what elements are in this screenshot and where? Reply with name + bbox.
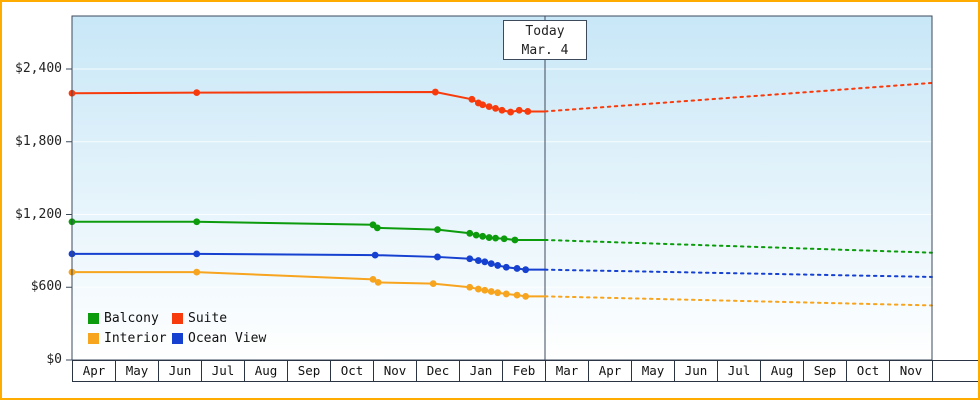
data-point[interactable] — [472, 231, 480, 239]
data-point[interactable] — [487, 260, 495, 268]
series-balcony — [68, 218, 933, 254]
month-label: Sep — [804, 361, 847, 381]
y-tick-label: $600 — [30, 279, 62, 294]
data-point[interactable] — [481, 286, 489, 294]
legend-item-balcony: Balcony — [88, 310, 172, 326]
data-point[interactable] — [434, 226, 441, 234]
month-label: Apr — [73, 361, 116, 381]
series-interior — [68, 268, 933, 307]
forecast-line — [544, 268, 933, 278]
forecast-line — [544, 295, 933, 307]
y-tick-label: $1,800 — [15, 134, 62, 149]
month-label: Feb — [503, 361, 546, 381]
data-point[interactable] — [474, 285, 482, 293]
data-point[interactable] — [492, 234, 499, 242]
data-point[interactable] — [507, 108, 514, 116]
data-point[interactable] — [494, 262, 502, 269]
data-point[interactable] — [193, 89, 201, 97]
month-label: May — [116, 361, 159, 381]
data-point[interactable] — [429, 280, 437, 288]
legend-label-ocean-view: Ocean View — [188, 330, 267, 346]
series-suite — [68, 81, 933, 116]
suite-color-swatch — [172, 312, 183, 324]
month-label: Mar — [546, 361, 589, 381]
data-point[interactable] — [466, 283, 474, 291]
month-label: Oct — [847, 361, 890, 381]
today-label: Today — [525, 24, 565, 39]
forecast-line — [544, 81, 933, 113]
data-point[interactable] — [498, 106, 506, 114]
data-point[interactable] — [431, 88, 439, 96]
data-point[interactable] — [371, 251, 379, 259]
balcony-color-swatch — [88, 312, 99, 324]
data-point[interactable] — [522, 266, 530, 274]
today-marker-label: Today Mar. 4 — [503, 20, 587, 60]
data-point[interactable] — [487, 288, 495, 295]
legend: Balcony Suite Interior Ocean View — [88, 310, 266, 346]
y-tick-label: $1,200 — [15, 207, 62, 222]
data-point[interactable] — [481, 258, 489, 266]
data-point[interactable] — [369, 275, 377, 283]
data-point[interactable] — [193, 218, 201, 226]
interior-color-swatch — [88, 332, 99, 344]
data-point[interactable] — [511, 236, 519, 244]
legend-item-suite: Suite — [172, 310, 266, 326]
data-point[interactable] — [193, 268, 201, 276]
month-label: Aug — [761, 361, 804, 381]
y-tick-label: $2,400 — [15, 61, 62, 76]
legend-label-balcony: Balcony — [104, 310, 159, 326]
month-label: Nov — [890, 361, 933, 381]
series-ocean-view — [68, 250, 933, 278]
data-point[interactable] — [474, 257, 482, 264]
data-point[interactable] — [515, 106, 523, 114]
month-label: Jul — [718, 361, 761, 381]
ocean-view-color-swatch — [172, 332, 183, 344]
month-label: Jan — [460, 361, 503, 381]
month-label: Apr — [589, 361, 632, 381]
month-label: Jun — [159, 361, 202, 381]
data-point[interactable] — [374, 279, 382, 286]
legend-label-interior: Interior — [104, 330, 167, 346]
forecast-line — [544, 238, 933, 254]
month-label: Dec — [417, 361, 460, 381]
data-point[interactable] — [485, 103, 493, 110]
legend-item-interior: Interior — [88, 330, 172, 346]
x-axis-month-row: Apr May Jun Jul Aug Sep Oct Nov Dec Jan Feb Mar Apr M… — [72, 360, 980, 382]
plot-area — [72, 16, 932, 360]
month-label: Nov — [374, 361, 417, 381]
data-point[interactable] — [524, 108, 532, 115]
data-point[interactable] — [522, 292, 530, 300]
data-point[interactable] — [468, 95, 476, 103]
data-point[interactable] — [479, 101, 487, 109]
y-tick-label: $0 — [46, 352, 62, 367]
data-point[interactable] — [502, 263, 510, 271]
data-point[interactable] — [479, 232, 487, 240]
data-point[interactable] — [502, 290, 510, 298]
month-label: Oct — [331, 361, 374, 381]
data-point[interactable] — [466, 255, 474, 263]
month-label: May — [632, 361, 675, 381]
today-date: Mar. 4 — [521, 43, 569, 58]
month-label: Aug — [245, 361, 288, 381]
month-label: Sep — [288, 361, 331, 381]
data-point[interactable] — [193, 250, 201, 258]
legend-label-suite: Suite — [188, 310, 228, 326]
data-point[interactable] — [466, 229, 474, 237]
month-label: Jun — [675, 361, 718, 381]
data-point[interactable] — [434, 253, 441, 261]
data-point[interactable] — [494, 289, 502, 297]
month-filler — [933, 361, 979, 381]
data-point[interactable] — [513, 265, 521, 272]
data-point[interactable] — [373, 224, 381, 232]
month-label: Jul — [202, 361, 245, 381]
data-point[interactable] — [485, 234, 493, 241]
legend-item-ocean-view: Ocean View — [172, 330, 266, 346]
data-point[interactable] — [500, 235, 508, 243]
data-point[interactable] — [513, 291, 521, 299]
data-point[interactable] — [492, 105, 499, 112]
